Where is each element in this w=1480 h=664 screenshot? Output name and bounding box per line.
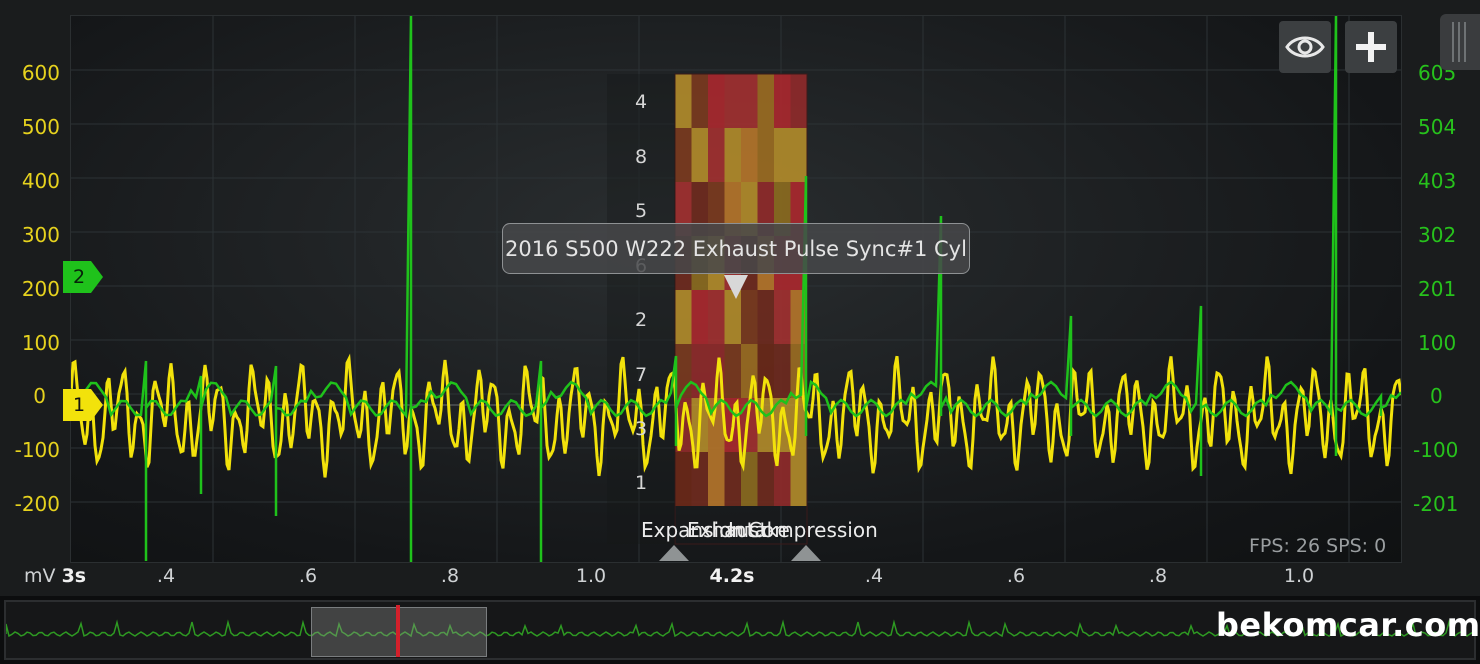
right-cursor-handle[interactable] [791,545,821,561]
right-tick: 504 [1418,115,1457,139]
panel-grip-handle[interactable] [1440,14,1480,70]
left-tick: 100 [21,331,60,355]
oscilloscope-panel: 600 500 400 300 200 100 0 -100 -200 605 … [0,0,1480,596]
right-tick: 403 [1418,169,1457,193]
x-tick: 1.0 [1283,565,1315,587]
x-tick: .4 [864,565,884,587]
stroke-label-expansion: Expansion [641,518,744,542]
add-button[interactable] [1345,21,1397,73]
left-tick: 300 [21,223,60,247]
x-tick: .6 [298,565,318,587]
visibility-button[interactable] [1279,21,1331,73]
tooltip-pointer-icon [724,275,748,299]
stroke-label-exhaust: Exhaust [687,518,768,542]
x-center-time: 4.2s [709,565,755,587]
right-tick: 0 [1430,384,1443,408]
left-cursor-handle[interactable] [659,545,689,561]
stroke-label-compression: Compression [748,518,878,542]
traces [71,16,1401,562]
fps-readout: FPS: 26 SPS: 0 [1249,535,1387,557]
x-tick: 1.0 [575,565,607,587]
right-tick: 201 [1418,277,1457,301]
cylinder-number: 2 [634,309,648,331]
waveform-plot [71,16,1401,562]
x-tick: .8 [1148,565,1168,587]
left-tick: 400 [21,169,60,193]
left-tick: -100 [14,438,60,462]
right-tick: 302 [1418,223,1457,247]
x-tick: .6 [1006,565,1026,587]
left-tick: 200 [21,277,60,301]
right-tick: 100 [1418,331,1457,355]
cylinder-number: 5 [634,200,648,222]
overview-timeline[interactable] [4,600,1476,660]
cylinder-number: 4 [634,91,648,113]
overview-waveform [6,619,1474,638]
right-tick: -201 [1413,492,1459,516]
unit-label: mV [24,565,56,587]
left-tick: 600 [21,61,60,85]
cylinder-number: 8 [634,146,648,168]
overview-playhead[interactable] [396,605,400,657]
x-axis-start: mV 3s [24,565,86,587]
stroke-label-intake: Intake [728,518,790,542]
overlay-tooltip[interactable]: 2016 S500 W222 Exhaust Pulse Sync#1 Cyl [502,223,970,274]
watermark-text: bekomcar.com [1216,606,1480,644]
cylinder-number: 3 [634,418,648,440]
plus-icon [1356,32,1386,62]
plot-area[interactable] [70,15,1402,563]
left-tick: 500 [21,115,60,139]
x-tick: .4 [156,565,176,587]
x-tick: .8 [440,565,460,587]
left-tick: 0 [33,384,46,408]
right-tick: -100 [1413,438,1459,462]
cylinder-number: 7 [634,364,648,386]
cylinder-number: 1 [634,472,648,494]
start-time-label: 3s [61,565,87,587]
left-tick: -200 [14,492,60,516]
eye-icon [1285,36,1325,58]
